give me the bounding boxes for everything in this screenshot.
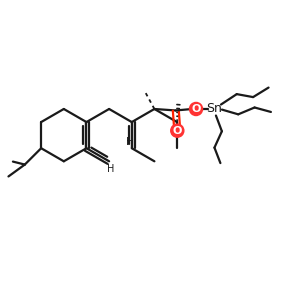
- Text: H: H: [126, 137, 133, 147]
- Text: H: H: [107, 164, 114, 174]
- Text: O: O: [191, 104, 201, 114]
- Circle shape: [171, 124, 184, 137]
- Text: Sn: Sn: [206, 103, 222, 116]
- Circle shape: [190, 102, 202, 116]
- Text: O: O: [172, 126, 182, 136]
